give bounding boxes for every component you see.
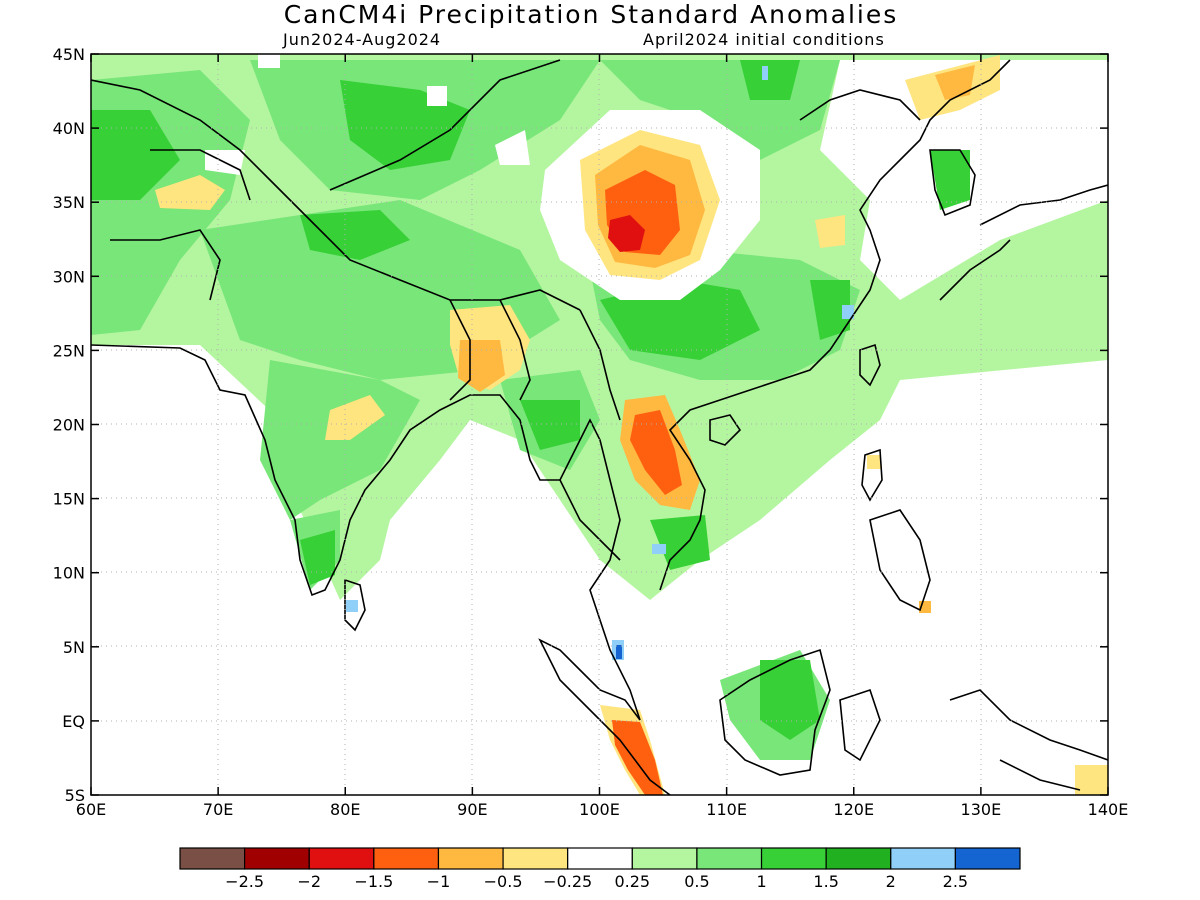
coastlines xyxy=(91,59,1108,795)
lat-label: 40N xyxy=(53,119,85,138)
colorbar-swatch xyxy=(179,847,246,870)
colorbar-label: −1 xyxy=(427,872,451,891)
colorbar-label: −0.5 xyxy=(484,872,523,891)
colorbar-swatch xyxy=(567,847,633,870)
colorbar-swatch xyxy=(308,847,375,870)
lon-label: 60E xyxy=(76,800,106,819)
period-label: Jun2024-Aug2024 xyxy=(283,30,442,49)
colorbar-label: −1.5 xyxy=(354,872,393,891)
anomaly-field xyxy=(91,54,1108,795)
colorbar-swatch xyxy=(890,847,956,870)
lat-label: 25N xyxy=(53,341,85,360)
lat-label: 15N xyxy=(53,490,85,509)
lat-label: EQ xyxy=(62,712,85,731)
lon-label: 80E xyxy=(330,800,360,819)
colorbar-swatch xyxy=(437,847,504,870)
colorbar-label: 2.5 xyxy=(943,872,968,891)
lon-label: 70E xyxy=(203,800,233,819)
lon-label: 90E xyxy=(457,800,487,819)
colorbar-swatch xyxy=(954,847,1021,870)
lon-label: 110E xyxy=(706,800,747,819)
lon-label: 130E xyxy=(961,800,1002,819)
lon-label: 120E xyxy=(833,800,874,819)
colorbar-label: 1 xyxy=(756,872,766,891)
colorbar-swatch xyxy=(631,847,698,870)
colorbar-label: −2 xyxy=(297,872,321,891)
colorbar-swatch xyxy=(502,847,569,870)
colorbar-swatch xyxy=(696,847,763,870)
colorbar-swatch xyxy=(244,847,310,870)
axis-ticks xyxy=(90,53,1109,796)
lon-label: 140E xyxy=(1088,800,1129,819)
colorbar-label: 0.25 xyxy=(614,872,650,891)
colorbar-label: 0.5 xyxy=(684,872,709,891)
lat-label: 45N xyxy=(53,45,85,64)
colorbar-label: −0.25 xyxy=(543,872,592,891)
initial-conditions-label: April2024 initial conditions xyxy=(643,30,885,49)
lat-label: 20N xyxy=(53,416,85,435)
lat-label: 5N xyxy=(63,638,85,657)
lat-label: 10N xyxy=(53,564,85,583)
lat-label: 30N xyxy=(53,267,85,286)
lat-label: 35N xyxy=(53,193,85,212)
colorbar-swatch xyxy=(373,847,440,870)
colorbar-swatch xyxy=(825,847,892,870)
graticule xyxy=(91,54,1108,795)
colorbar-label: 1.5 xyxy=(813,872,838,891)
colorbar-swatch xyxy=(760,847,827,870)
colorbar-label: −2.5 xyxy=(225,872,264,891)
lat-label: 5S xyxy=(65,786,85,805)
colorbar-label: 2 xyxy=(886,872,896,891)
map-title: CanCM4i Precipitation Standard Anomalies xyxy=(283,0,899,29)
lon-label: 100E xyxy=(579,800,620,819)
colorbar: −2.5 −2 −1.5 −1 −0.5 −0.25 0.25 0.5 1 1.5 2 2.5 xyxy=(179,847,1021,891)
